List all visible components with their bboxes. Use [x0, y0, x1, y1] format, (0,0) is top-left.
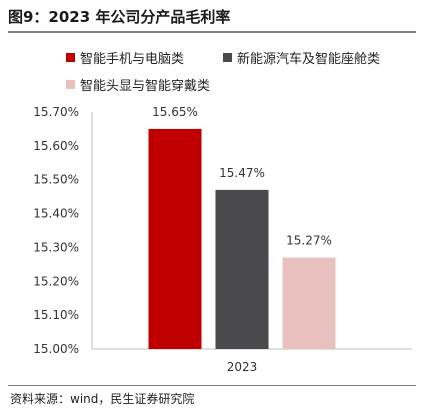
data-label: 15.65%: [152, 105, 198, 119]
legend-swatch: [223, 53, 232, 62]
y-tick-label: 15.50%: [33, 173, 79, 187]
y-tick-label: 15.40%: [33, 207, 79, 221]
y-tick-label: 15.00%: [33, 342, 79, 356]
title-divider: [8, 31, 416, 33]
y-tick-label: 15.30%: [33, 240, 79, 254]
legend-item-smartphone-pc: 智能手机与电脑类: [66, 48, 184, 67]
bar: [215, 189, 269, 349]
y-tick-label: 15.20%: [33, 274, 79, 288]
y-tick-label: 15.60%: [33, 139, 79, 153]
legend-label: 新能源汽车及智能座舱类: [237, 52, 381, 67]
legend-item-ev-cockpit: 新能源汽车及智能座舱类: [223, 48, 380, 67]
data-label: 15.27%: [286, 234, 332, 248]
legend-label: 智能手机与电脑类: [80, 52, 185, 67]
legend-swatch: [66, 80, 75, 89]
chart-title: 图9：2023 年公司分产品毛利率: [8, 8, 231, 26]
legend-swatch: [66, 53, 75, 62]
source-divider: [8, 385, 416, 386]
bar: [148, 128, 202, 349]
legend-label: 智能头显与智能穿戴类: [80, 79, 211, 94]
data-label: 15.47%: [219, 166, 265, 180]
bar: [282, 257, 336, 349]
y-tick-label: 15.10%: [33, 308, 79, 322]
y-tick-label: 15.70%: [33, 105, 79, 119]
source-note: 资料来源：wind，民生证券研究院: [10, 392, 195, 406]
legend-item-headset-wearable: 智能头显与智能穿戴类: [66, 75, 210, 94]
x-tick-label: 2023: [227, 360, 258, 374]
